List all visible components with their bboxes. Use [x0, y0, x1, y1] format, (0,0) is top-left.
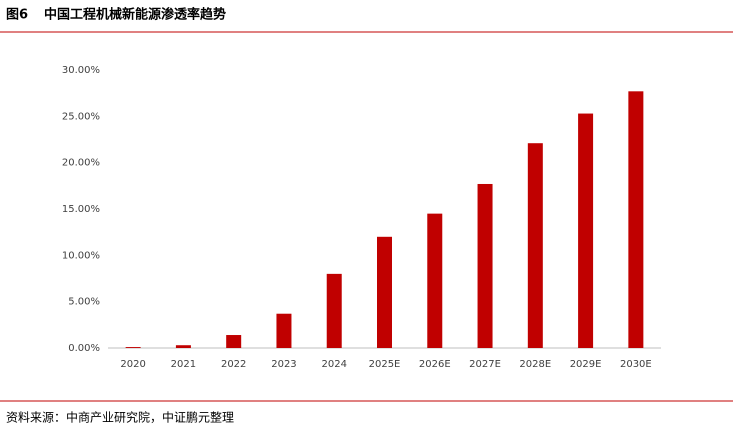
x-tick-label: 2030E	[620, 359, 652, 370]
x-tick-label: 2025E	[369, 359, 401, 370]
bar	[628, 91, 644, 349]
bar	[578, 113, 594, 348]
y-tick-label: 25.00%	[62, 111, 100, 122]
bar	[125, 347, 141, 348]
y-tick-label: 30.00%	[62, 65, 100, 76]
source: 资料来源：中商产业研究院，中证鹏元整理	[6, 410, 234, 425]
x-tick-label: 2021	[171, 359, 196, 370]
bar	[527, 143, 543, 348]
bar	[326, 273, 342, 348]
y-tick-label: 0.00%	[68, 343, 100, 354]
x-tick-label: 2029E	[570, 359, 602, 370]
chart-title: 中国工程机械新能源渗透率趋势	[44, 7, 226, 23]
bar	[427, 213, 443, 348]
y-tick-label: 20.00%	[62, 158, 100, 169]
figure-label: 图6	[6, 8, 28, 23]
x-tick-label: 2027E	[469, 359, 501, 370]
bar	[226, 335, 242, 348]
bar	[477, 183, 493, 348]
x-tick-label: 2024	[322, 359, 347, 370]
x-tick-label: 2020	[120, 359, 145, 370]
y-tick-label: 5.00%	[68, 297, 100, 308]
y-tick-label: 15.00%	[62, 204, 100, 215]
x-tick-label: 2026E	[419, 359, 451, 370]
x-tick-label: 2028E	[519, 359, 551, 370]
x-tick-label: 2022	[221, 359, 246, 370]
x-tick-label: 2023	[271, 359, 296, 370]
bar	[377, 236, 392, 348]
y-tick-label: 10.00%	[62, 250, 100, 261]
bar	[175, 345, 191, 348]
bar	[276, 313, 292, 348]
